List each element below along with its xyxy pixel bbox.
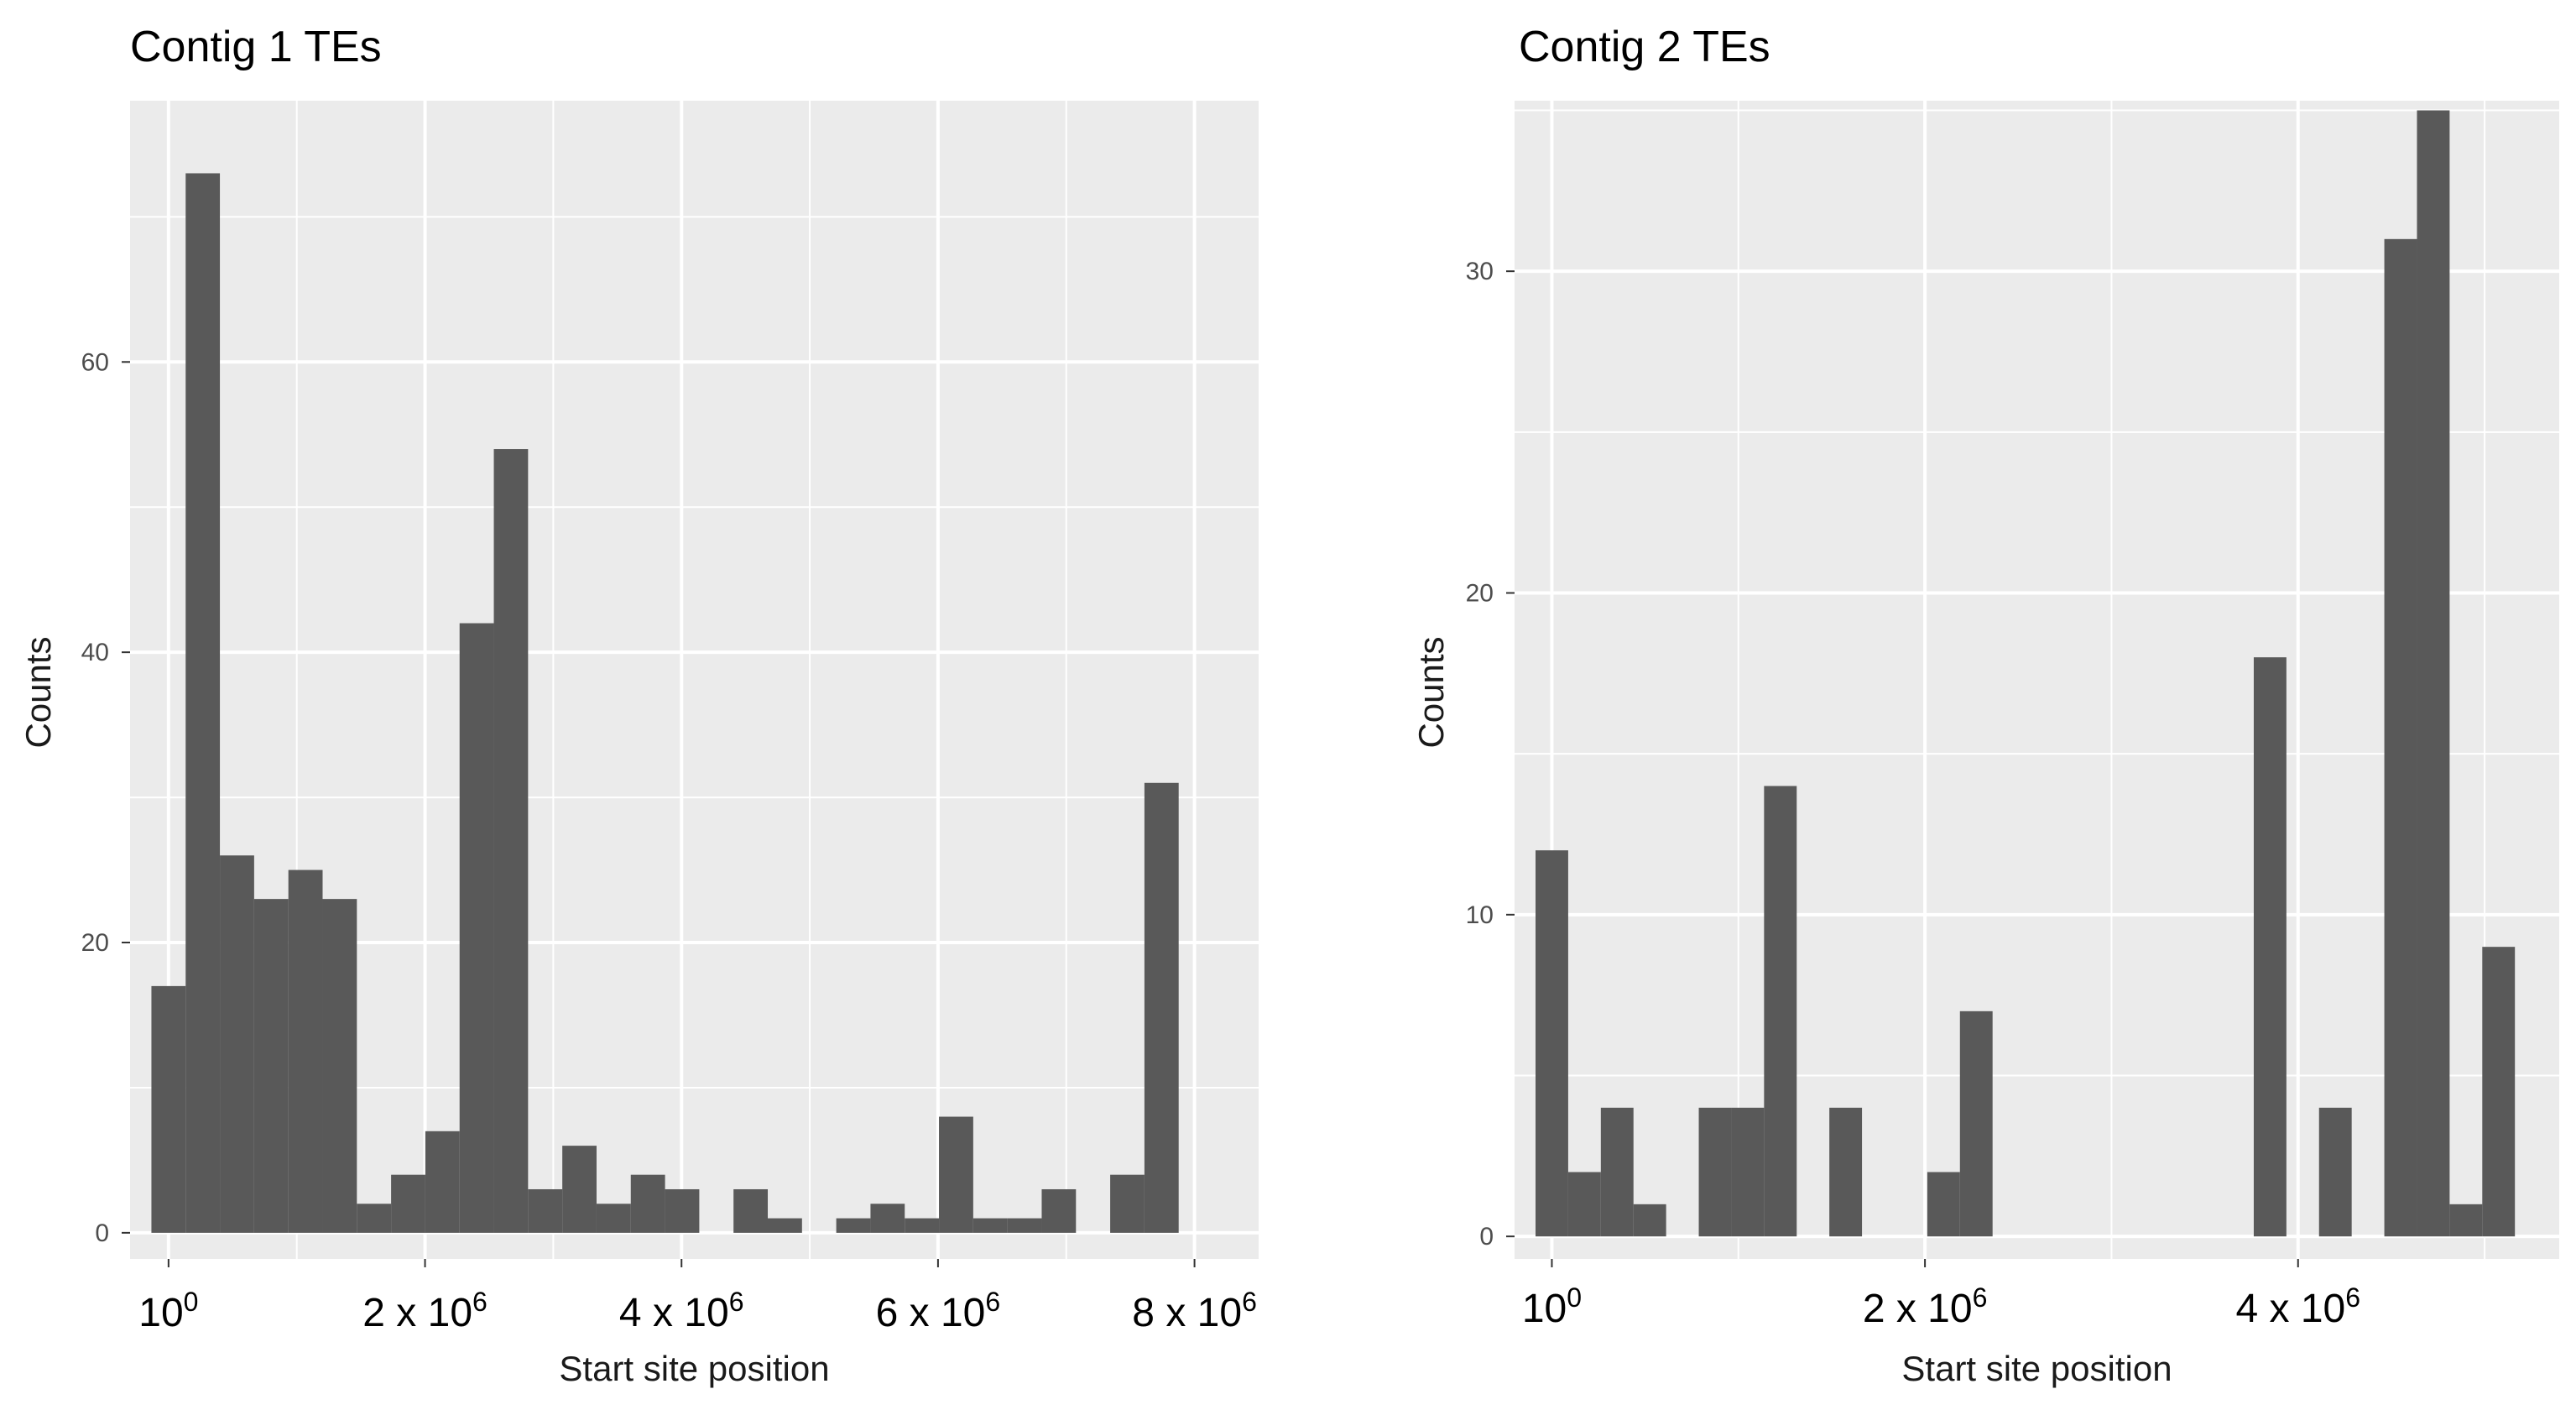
histogram-panel-contig-2: 0 10 20 30 100 2 x 106 4 x 106 Start site posit… (1393, 0, 2576, 1410)
histogram-bar (596, 1204, 631, 1233)
y-tick-label: 20 (81, 929, 109, 957)
histogram-bar (1829, 1107, 1863, 1237)
histogram-bar (528, 1188, 563, 1233)
x-tick-label: 4 x 106 (619, 1287, 744, 1335)
histogram-bar (493, 449, 529, 1233)
histogram-bar (1927, 1172, 1960, 1237)
histogram-bar (562, 1146, 597, 1233)
histogram-bar (1110, 1174, 1145, 1233)
histogram-bar (630, 1174, 665, 1233)
y-tick-label: 40 (81, 639, 109, 666)
chart-title: Contig 2 TEs (1519, 23, 1770, 71)
histogram-bar (2449, 1204, 2483, 1237)
histogram-bar (1007, 1218, 1042, 1233)
histogram-bar (1600, 1107, 1634, 1237)
histogram-panel-contig-1: 0 20 40 60 100 2 x 106 4 x 106 6 x 106 8 x 106 St… (18, 23, 1259, 1388)
histogram-bar (2417, 110, 2450, 1237)
y-tick-label: 0 (1479, 1223, 1494, 1251)
histogram-bar (939, 1116, 973, 1233)
histogram-bar (151, 985, 186, 1233)
histogram-bar (288, 870, 323, 1233)
x-tick-label: 6 x 106 (876, 1287, 1001, 1335)
histogram-bar (459, 623, 494, 1233)
x-axis-title: Start site position (1901, 1349, 2172, 1388)
histogram-bar (391, 1174, 425, 1233)
histogram-bar (1536, 850, 1568, 1237)
x-axis-title: Start site position (559, 1349, 829, 1388)
histogram-bar (1633, 1204, 1666, 1237)
histogram-bar (973, 1218, 1008, 1233)
y-tick-label: 0 (95, 1219, 109, 1247)
chart-title: Contig 1 TEs (130, 23, 382, 71)
histogram-bar (1764, 786, 1797, 1237)
y-tick-label: 20 (1466, 580, 1494, 608)
histogram-bar (1144, 782, 1179, 1233)
histogram-bar (2482, 947, 2516, 1237)
y-axis-title: Counts (18, 636, 58, 748)
y-tick-label: 30 (1466, 258, 1494, 285)
histogram-bar (870, 1204, 905, 1233)
histogram-bar (2318, 1107, 2352, 1237)
histogram-bar (836, 1218, 871, 1233)
histogram-bar (2384, 238, 2417, 1237)
y-tick-label: 60 (81, 348, 109, 376)
y-tick-label: 10 (1466, 901, 1494, 929)
x-tick-label: 100 (1522, 1282, 1582, 1331)
histogram-bar (185, 173, 221, 1233)
histogram-bar (2253, 657, 2287, 1237)
histogram-bar (253, 899, 289, 1233)
histogram-bar (905, 1218, 940, 1233)
histogram-bar (1959, 1010, 1993, 1237)
x-tick-label: 2 x 106 (1863, 1282, 1988, 1331)
x-tick-label: 2 x 106 (362, 1287, 488, 1335)
histogram-bar (425, 1131, 460, 1233)
histogram-contig-2: 0 10 20 30 100 2 x 106 4 x 106 Start site posit… (1411, 101, 2559, 1388)
histogram-bar (665, 1188, 700, 1233)
x-tick-label: 100 (138, 1287, 198, 1335)
histogram-bar (733, 1188, 769, 1233)
x-tick-label: 4 x 106 (2235, 1282, 2360, 1331)
histogram-bar (768, 1218, 802, 1233)
histogram-bar (1731, 1107, 1765, 1237)
histogram-bar (357, 1204, 392, 1233)
histogram-bar (322, 899, 357, 1233)
x-tick-label: 8 x 106 (1132, 1287, 1257, 1335)
histogram-bar (1041, 1188, 1077, 1233)
histogram-bar (1567, 1172, 1601, 1237)
histogram-bar (220, 855, 254, 1233)
y-axis-title: Counts (1411, 636, 1451, 748)
histogram-bar (1698, 1107, 1732, 1237)
histogram-contig-1: 0 20 40 60 100 2 x 106 4 x 106 6 x 106 8 x 106 St… (18, 101, 1259, 1388)
